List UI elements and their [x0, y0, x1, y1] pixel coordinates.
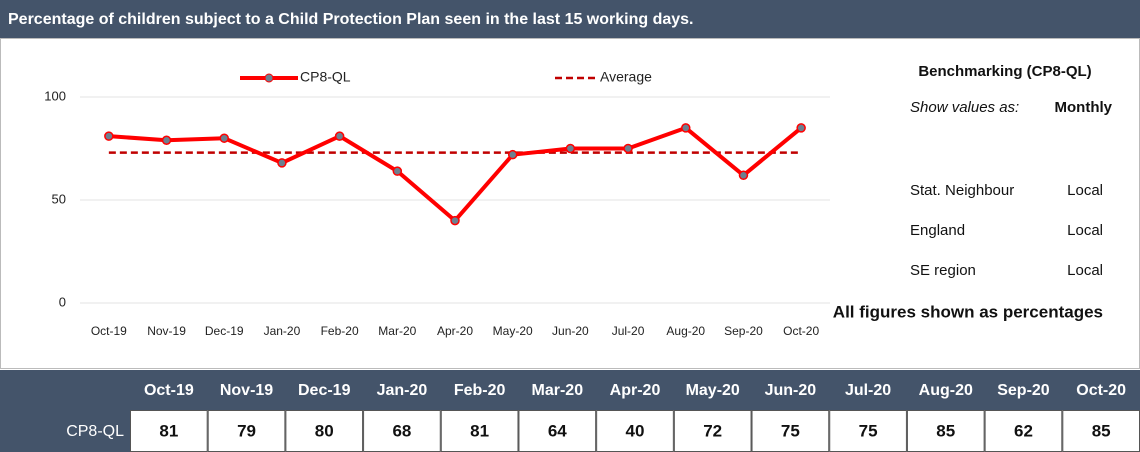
chart-frame — [0, 38, 1140, 369]
bench-label: Stat. Neighbour — [910, 182, 1014, 199]
x-tick-label: Sep-20 — [724, 324, 763, 338]
row-label-cell — [0, 410, 130, 452]
table-header-label: May-20 — [686, 382, 740, 399]
point — [334, 131, 345, 141]
y-tick-label: 0 — [59, 294, 66, 309]
table-header-label: Oct-19 — [144, 382, 194, 399]
x-tick-label: Oct-20 — [783, 324, 819, 338]
table-value: 79 — [237, 421, 256, 440]
point — [738, 170, 749, 181]
point — [565, 143, 576, 154]
x-tick-label: Aug-20 — [666, 324, 705, 338]
point — [104, 131, 114, 141]
table-header-label: Apr-20 — [610, 382, 661, 399]
table-value: 75 — [859, 421, 878, 440]
table-header-label: Mar-20 — [532, 382, 584, 399]
table-cell — [518, 410, 597, 452]
table-header — [0, 370, 1140, 410]
point — [392, 166, 403, 176]
point — [681, 123, 691, 133]
table-value: 85 — [1092, 421, 1111, 440]
table-cell — [596, 410, 674, 452]
table-header-label: Dec-19 — [298, 382, 351, 399]
point — [161, 135, 172, 146]
x-tick-label: Jun-20 — [552, 324, 589, 338]
table-value: 75 — [781, 421, 800, 440]
table-value: 85 — [936, 421, 955, 440]
table-value: 80 — [315, 421, 334, 440]
table-cell — [829, 410, 907, 452]
table-header-label: Jun-20 — [765, 382, 817, 399]
table-cell — [984, 410, 1063, 452]
table-value: 64 — [548, 421, 567, 440]
table-header-label: Jan-20 — [377, 382, 428, 399]
point — [507, 149, 518, 160]
point — [277, 158, 287, 168]
table-cell — [906, 410, 985, 452]
legend-label: CP8-QL — [300, 69, 351, 85]
table-cell — [1062, 410, 1140, 452]
table-value: 72 — [703, 421, 722, 440]
bench-value: Local — [1067, 262, 1103, 279]
panel-title: Benchmarking (CP8-QL) — [918, 63, 1091, 80]
y-tick-label: 50 — [52, 191, 66, 206]
table-value: 81 — [470, 421, 489, 440]
table-header-label: Jul-20 — [845, 382, 891, 399]
table-value: 40 — [626, 421, 645, 440]
point — [450, 215, 460, 226]
table-cell — [673, 410, 752, 452]
show-value: Monthly — [1055, 99, 1113, 116]
bench-value: Local — [1067, 182, 1103, 199]
legend-marker — [264, 73, 274, 83]
x-tick-label: Nov-19 — [147, 324, 186, 338]
chart-title: Percentage of children subject to a Chil… — [8, 11, 694, 28]
legend-label: Average — [600, 69, 652, 85]
x-tick-label: Dec-19 — [205, 324, 244, 338]
table-header-label: Oct-20 — [1076, 382, 1126, 399]
table-header-label: Feb-20 — [454, 382, 506, 399]
table-cell — [440, 410, 519, 452]
x-tick-label: Jan-20 — [264, 324, 301, 338]
x-tick-label: Oct-19 — [91, 324, 127, 338]
title-bar — [0, 0, 1140, 38]
x-tick-label: Feb-20 — [321, 324, 359, 338]
table-cell — [751, 410, 830, 452]
table-value: 81 — [159, 421, 178, 440]
table-cell — [285, 410, 364, 452]
point — [796, 123, 806, 133]
table-header-label: Nov-19 — [220, 382, 273, 399]
x-tick-label: Apr-20 — [437, 324, 473, 338]
table-cell — [363, 410, 441, 452]
row-label: CP8-QL — [66, 423, 124, 440]
bench-label: England — [910, 222, 965, 239]
x-tick-label: May-20 — [493, 324, 533, 338]
bench-label: SE region — [910, 262, 976, 279]
table-cell — [207, 410, 286, 452]
point — [623, 143, 633, 154]
x-tick-label: Mar-20 — [378, 324, 416, 338]
show-label: Show values as: — [910, 99, 1019, 116]
table-cell — [130, 410, 208, 452]
table-header-label: Sep-20 — [997, 382, 1050, 399]
x-tick-label: Jul-20 — [612, 324, 645, 338]
table-value: 68 — [392, 421, 411, 440]
table-value: 62 — [1014, 421, 1033, 440]
note: All figures shown as percentages — [833, 302, 1103, 321]
bench-value: Local — [1067, 222, 1103, 239]
point — [219, 133, 229, 143]
table-header-label: Aug-20 — [919, 382, 973, 399]
y-tick-label: 100 — [44, 88, 66, 103]
